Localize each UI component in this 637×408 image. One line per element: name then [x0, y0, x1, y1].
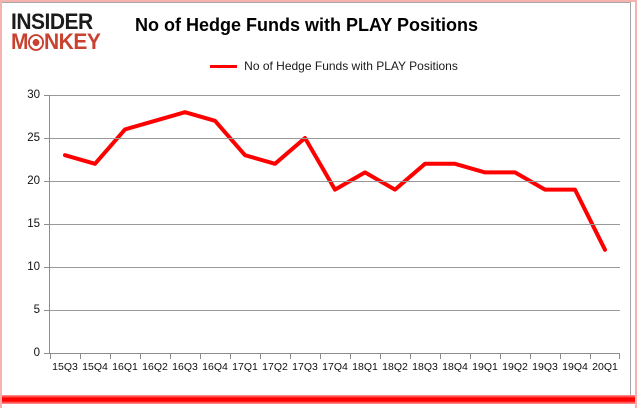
gridline — [50, 137, 620, 139]
x-tick — [590, 353, 591, 359]
chart-title: No of Hedge Funds with PLAY Positions — [135, 15, 479, 35]
legend-line-swatch — [210, 64, 238, 68]
x-axis-label: 19Q2 — [502, 361, 528, 373]
x-axis-label: 18Q4 — [442, 361, 468, 373]
y-tick — [44, 95, 50, 96]
logo-monkey-suffix: NKEY — [44, 29, 101, 55]
x-axis-label: 17Q4 — [322, 361, 348, 373]
y-tick — [44, 309, 50, 311]
x-axis-label: 19Q4 — [562, 361, 588, 373]
insider-monkey-logo: INSIDER M NKEY — [11, 9, 101, 55]
x-axis-label: 17Q3 — [292, 361, 318, 373]
x-axis-label: 18Q1 — [352, 361, 378, 373]
series-line-svg — [63, 110, 607, 252]
x-tick — [290, 353, 291, 359]
x-tick — [410, 353, 411, 359]
x-tick — [500, 353, 501, 359]
x-tick — [380, 353, 381, 359]
x-axis-label: 17Q1 — [232, 361, 258, 373]
x-tick — [230, 353, 231, 359]
gridline — [50, 223, 620, 225]
x-axis-label: 16Q3 — [172, 361, 198, 373]
x-axis-label: 20Q1 — [592, 361, 618, 373]
gridline — [50, 95, 620, 96]
series-line-play — [63, 110, 607, 252]
x-axis-label: 19Q3 — [532, 361, 558, 373]
y-axis-label: 15 — [27, 218, 40, 230]
y-tick — [44, 266, 50, 268]
x-tick — [110, 353, 111, 359]
monkey-o-icon — [28, 34, 44, 51]
y-axis-label: 30 — [27, 89, 40, 101]
logo-monkey-prefix: M — [11, 29, 29, 55]
legend-label: No of Hedge Funds with PLAY Positions — [244, 59, 458, 73]
logo-insider-text: INSIDER — [11, 9, 93, 35]
x-axis-label: 17Q2 — [262, 361, 288, 373]
y-tick — [44, 352, 50, 354]
plot-area: 0 5 10 15 20 25 30 15Q3 15Q4 16Q1 16Q2 16Q3 16Q4 17Q1… — [27, 89, 620, 373]
logo-monkey-text: M NKEY — [11, 29, 101, 55]
x-tick — [260, 353, 261, 359]
x-tick — [440, 353, 441, 359]
y-tick — [44, 137, 50, 139]
x-tick — [530, 353, 531, 359]
x-axis-label: 18Q3 — [412, 361, 438, 373]
x-tick — [80, 353, 81, 359]
x-axis-label: 18Q2 — [382, 361, 408, 373]
gridline — [50, 180, 620, 182]
x-tick — [619, 353, 620, 359]
x-tick — [200, 353, 201, 359]
x-tick — [350, 353, 351, 359]
x-tick — [170, 353, 171, 359]
x-axis-label: 15Q4 — [82, 361, 108, 373]
x-axis-label: 19Q1 — [472, 361, 498, 373]
gridline — [50, 266, 620, 268]
x-tick — [560, 353, 561, 359]
x-axis-label: 16Q4 — [202, 361, 228, 373]
y-axis-label: 0 — [33, 347, 40, 359]
y-tick — [44, 223, 50, 225]
y-axis-label: 5 — [33, 304, 40, 316]
x-axis-label: 16Q2 — [142, 361, 168, 373]
gridline — [50, 309, 620, 311]
y-axis-label: 25 — [27, 132, 40, 144]
y-axis-label: 10 — [27, 261, 40, 273]
y-tick — [44, 180, 50, 182]
x-tick — [470, 353, 471, 359]
x-tick — [320, 353, 321, 359]
x-tick — [50, 353, 51, 359]
x-axis-label: 16Q1 — [112, 361, 138, 373]
x-axis-label: 15Q3 — [52, 361, 78, 373]
legend: No of Hedge Funds with PLAY Positions — [49, 59, 619, 73]
y-axis-label: 20 — [27, 175, 40, 187]
x-tick — [140, 353, 141, 359]
brand-red-bar — [2, 395, 635, 404]
